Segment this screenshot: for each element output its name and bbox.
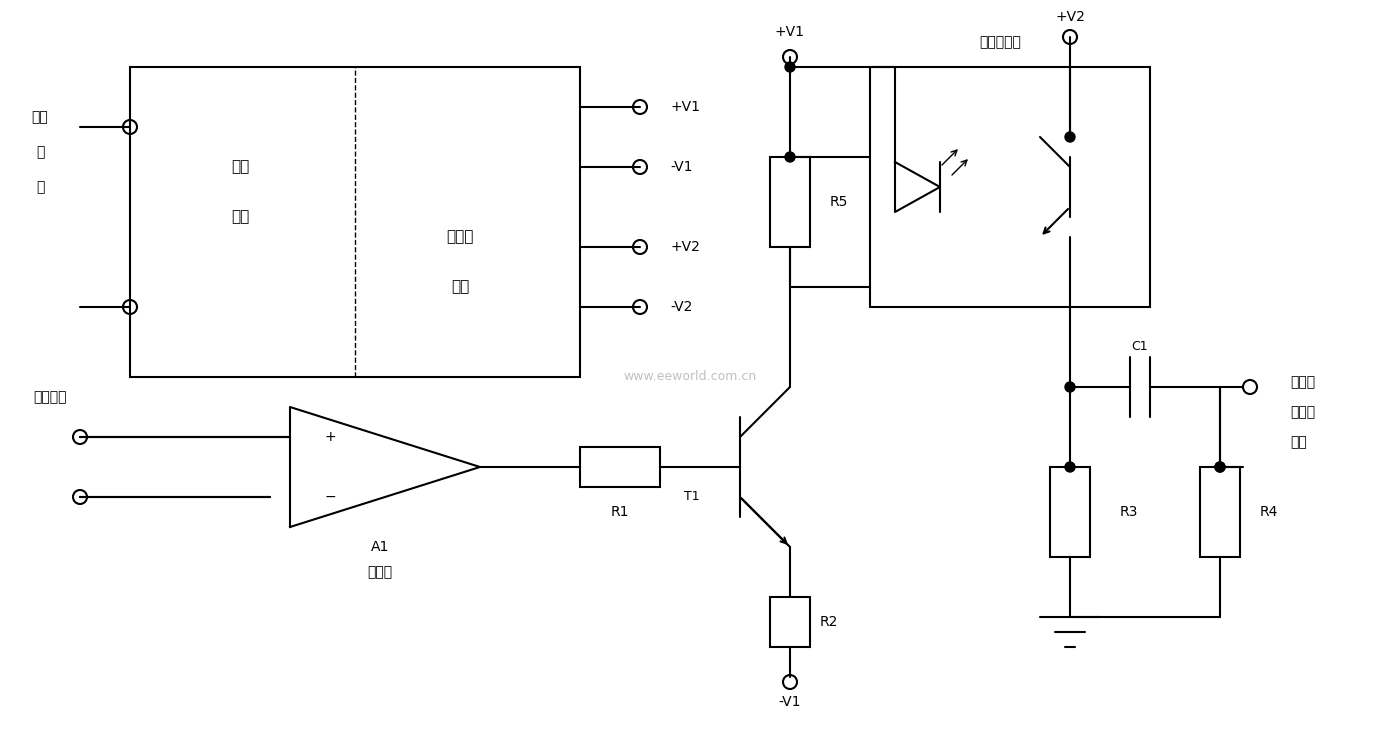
Text: R2: R2 xyxy=(820,615,839,629)
Bar xyxy=(580,447,661,487)
Text: 光电耦合器: 光电耦合器 xyxy=(978,35,1021,49)
Text: +V2: +V2 xyxy=(670,240,699,254)
Text: -V1: -V1 xyxy=(778,695,802,709)
Text: R4: R4 xyxy=(1260,505,1278,519)
Text: -V1: -V1 xyxy=(670,160,692,174)
Circle shape xyxy=(785,152,795,162)
Text: 放大器: 放大器 xyxy=(1289,405,1316,419)
Text: 到直流: 到直流 xyxy=(1289,375,1316,389)
Text: R5: R5 xyxy=(831,195,849,209)
Text: 隔离: 隔离 xyxy=(231,159,249,175)
Bar xyxy=(130,67,580,377)
Text: 电源: 电源 xyxy=(231,209,249,225)
Text: R1: R1 xyxy=(611,505,629,519)
Text: T1: T1 xyxy=(684,491,701,503)
Bar xyxy=(871,67,1150,307)
Text: www.eeworld.com.cn: www.eeworld.com.cn xyxy=(623,371,756,383)
Text: 电源: 电源 xyxy=(451,279,468,295)
Text: +V2: +V2 xyxy=(1054,10,1085,24)
Text: R3: R3 xyxy=(1119,505,1139,519)
Text: 放大器: 放大器 xyxy=(368,565,392,579)
Text: 源: 源 xyxy=(36,180,44,194)
Circle shape xyxy=(1066,132,1075,142)
Circle shape xyxy=(785,62,795,72)
Text: 信号输入: 信号输入 xyxy=(33,390,66,404)
Bar xyxy=(770,157,810,247)
Text: +V1: +V1 xyxy=(670,100,701,114)
Text: 非隔离: 非隔离 xyxy=(446,229,474,245)
Text: −: − xyxy=(325,490,336,504)
Circle shape xyxy=(1215,462,1224,472)
Text: 输出: 输出 xyxy=(1289,435,1307,449)
Bar xyxy=(770,597,810,647)
Text: C1: C1 xyxy=(1132,340,1148,354)
Text: A1: A1 xyxy=(370,540,390,554)
Circle shape xyxy=(1066,382,1075,392)
Text: +V1: +V1 xyxy=(775,25,804,39)
Bar xyxy=(1050,467,1090,557)
Text: -V2: -V2 xyxy=(670,300,692,314)
Bar xyxy=(1200,467,1240,557)
Circle shape xyxy=(1215,462,1224,472)
Text: 电: 电 xyxy=(36,145,44,159)
Circle shape xyxy=(1066,462,1075,472)
Text: +: + xyxy=(325,430,336,444)
Text: 输入: 输入 xyxy=(32,110,48,124)
